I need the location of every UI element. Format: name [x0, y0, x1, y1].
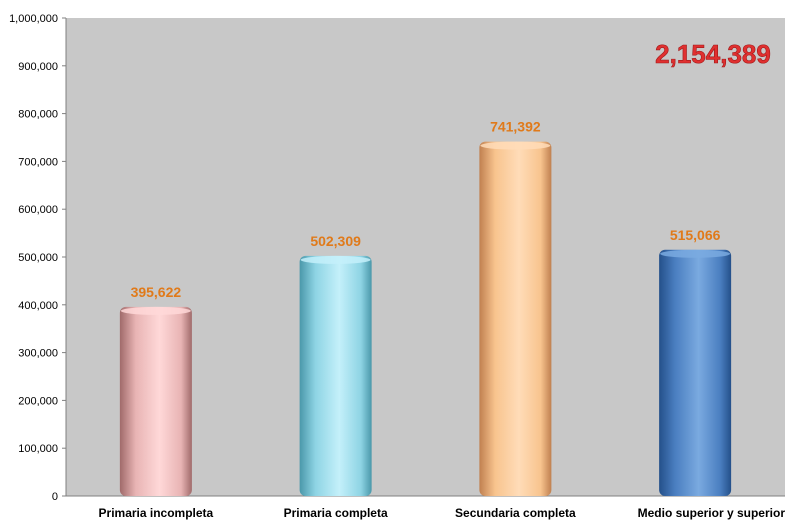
- y-axis-ticks: 0 100,000 200,000 300,000 400,000 500,000 600,…: [9, 13, 66, 503]
- x-category-label: Primaria completa: [284, 506, 388, 520]
- y-tick-label: 400,000: [18, 300, 58, 312]
- bar-medio-superior-y-superior: [659, 249, 732, 496]
- y-tick-label: 0: [52, 491, 58, 503]
- total-annotation: 2,154,389: [655, 39, 771, 69]
- x-category-label: Medio superior y superior: [638, 506, 785, 520]
- y-tick-label: 500,000: [18, 252, 58, 264]
- category-labels: Primaria incompleta Primaria completa Secu…: [99, 506, 785, 520]
- bar-top-cap: [660, 249, 731, 258]
- y-tick-label: 100,000: [18, 443, 58, 455]
- y-tick-label: 1,000,000: [9, 13, 58, 25]
- y-tick-label: 600,000: [18, 204, 58, 216]
- bar-primaria-completa: [299, 255, 372, 496]
- y-tick-label: 900,000: [18, 61, 58, 73]
- y-tick-label: 700,000: [18, 156, 58, 168]
- bar-series: [119, 141, 732, 496]
- bar-top-cap: [120, 306, 191, 315]
- bar-secundaria-completa: [479, 141, 552, 496]
- y-tick-label: 200,000: [18, 395, 58, 407]
- data-label: 502,309: [310, 233, 361, 249]
- x-category-label: Secundaria completa: [455, 506, 576, 520]
- y-tick-label: 800,000: [18, 109, 58, 121]
- bar-primaria-incompleta: [119, 306, 192, 496]
- bar-top-cap: [300, 255, 371, 264]
- y-tick-label: 300,000: [18, 348, 58, 360]
- data-label: 515,066: [670, 227, 721, 243]
- x-category-label: Primaria incompleta: [99, 506, 214, 520]
- data-label: 395,622: [131, 284, 182, 300]
- data-labels: 395,622 502,309 741,392 515,066: [131, 119, 721, 300]
- data-label: 741,392: [490, 119, 541, 135]
- bar-top-cap: [480, 141, 551, 150]
